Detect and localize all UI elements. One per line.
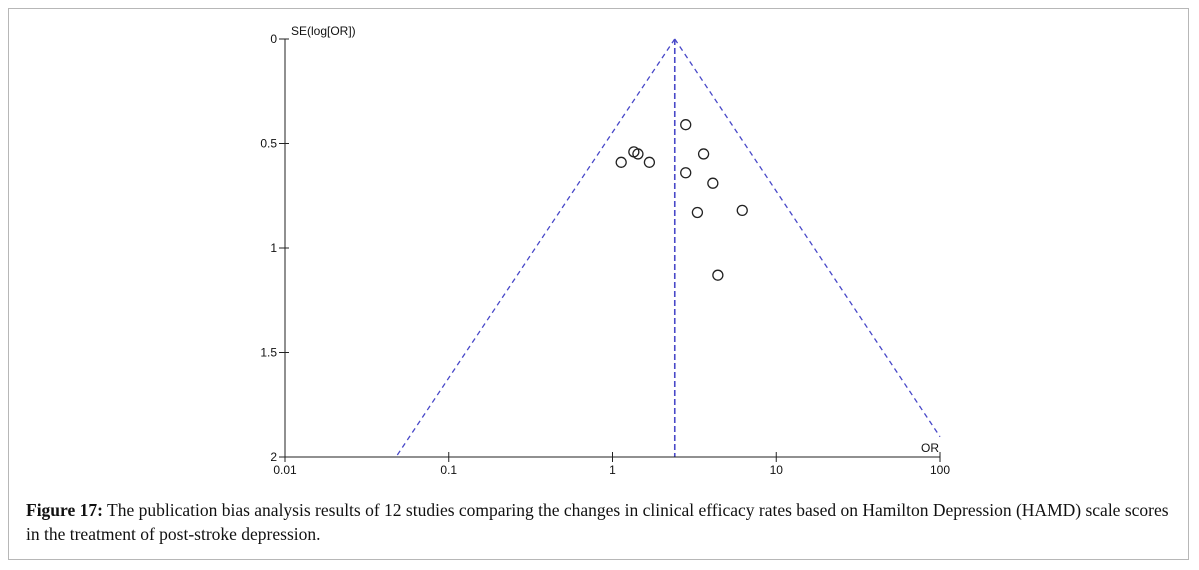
figure-frame — [8, 8, 1189, 560]
caption-text: The publication bias analysis results of… — [26, 500, 1169, 544]
study-point — [697, 148, 710, 160]
y-tick-label: 2 — [270, 450, 277, 464]
y-tick-label: 0.5 — [260, 137, 277, 151]
x-axis-label: OR — [921, 441, 939, 455]
study-point — [615, 156, 627, 168]
y-tick-label: 0 — [270, 32, 277, 46]
study-point — [680, 167, 692, 179]
ticks: 0.01 0.1 1 10 100 0 0.5 1 1.5 2 — [260, 32, 950, 477]
study-point — [632, 148, 644, 160]
y-tick-label: 1 — [270, 241, 277, 255]
study-point — [712, 269, 724, 281]
axes: SE(log[OR]) OR — [284, 24, 940, 458]
figure-caption: Figure 17: The publication bias analysis… — [26, 498, 1176, 546]
caption-lead: Figure 17: — [26, 500, 103, 520]
y-tick-label: 1.5 — [260, 346, 277, 360]
funnel-right-limit — [674, 38, 941, 438]
x-tick-label: 10 — [770, 463, 784, 477]
study-point — [707, 177, 719, 189]
study-points — [615, 119, 748, 281]
funnel-left-limit — [395, 38, 676, 458]
x-tick-label: 1 — [609, 463, 616, 477]
study-point — [643, 156, 656, 168]
funnel-plot: SE(log[OR]) OR 0.01 0.1 1 10 100 0 0.5 1 1.5 2 — [260, 24, 950, 477]
x-tick-label: 100 — [930, 463, 950, 477]
y-axis-label: SE(log[OR]) — [291, 24, 356, 38]
x-tick-label: 0.01 — [273, 463, 297, 477]
funnel-lines — [395, 38, 941, 458]
study-point — [680, 119, 692, 131]
x-tick-label: 0.1 — [440, 463, 457, 477]
study-point — [691, 206, 704, 219]
study-point — [736, 204, 748, 217]
